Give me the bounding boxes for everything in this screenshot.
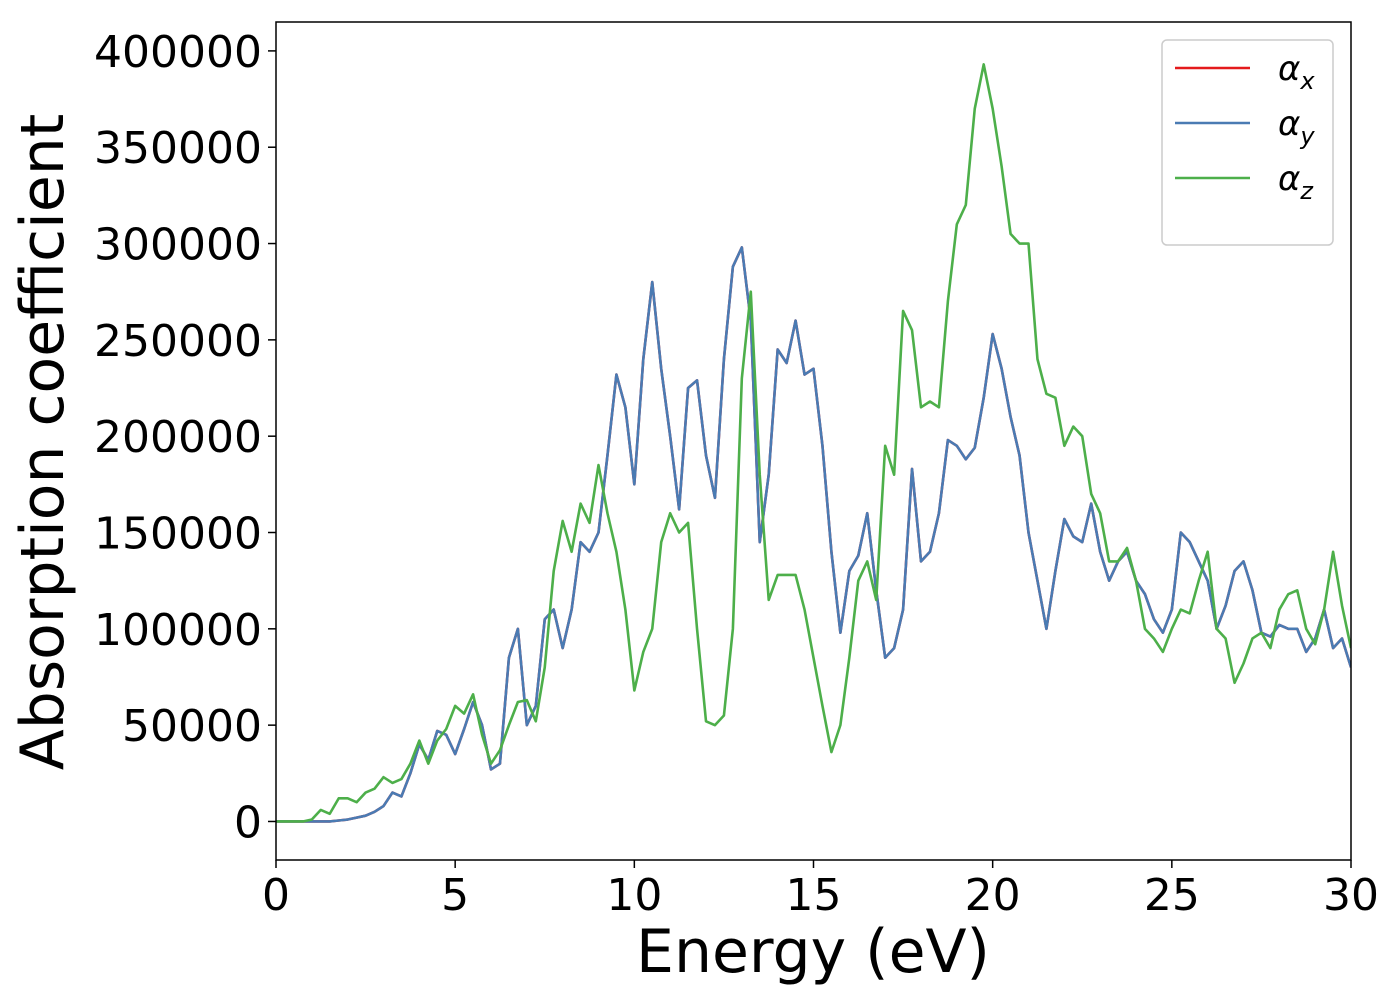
y-tick-label: 100000 bbox=[94, 605, 262, 656]
y-tick-label: 350000 bbox=[94, 123, 262, 174]
legend-label: αz bbox=[1278, 159, 1314, 205]
x-axis-label: Energy (eV) bbox=[636, 917, 990, 987]
y-tick-label: 0 bbox=[234, 797, 262, 848]
x-tick-label: 0 bbox=[262, 870, 290, 921]
y-tick-label: 250000 bbox=[94, 316, 262, 367]
series-line bbox=[276, 246, 1351, 823]
series-line bbox=[276, 246, 1351, 823]
series-line bbox=[276, 63, 1351, 823]
legend-label: αx bbox=[1278, 49, 1315, 95]
plot-frame bbox=[275, 21, 1352, 861]
y-tick-label: 200000 bbox=[94, 412, 262, 463]
y-tick-label: 300000 bbox=[94, 220, 262, 271]
y-axis-label: Absorption coefficient bbox=[8, 114, 78, 771]
x-tick-label: 15 bbox=[786, 870, 842, 921]
legend-label: αy bbox=[1278, 104, 1315, 150]
y-tick-label: 150000 bbox=[94, 509, 262, 560]
x-tick-label: 30 bbox=[1323, 870, 1379, 921]
x-tick-label: 20 bbox=[965, 870, 1021, 921]
x-tick-label: 10 bbox=[606, 870, 662, 921]
y-tick-label: 50000 bbox=[122, 701, 262, 752]
y-tick-label: 400000 bbox=[94, 27, 262, 78]
x-tick-label: 25 bbox=[1144, 870, 1200, 921]
legend-box bbox=[1161, 39, 1334, 246]
x-tick-label: 5 bbox=[441, 870, 469, 921]
